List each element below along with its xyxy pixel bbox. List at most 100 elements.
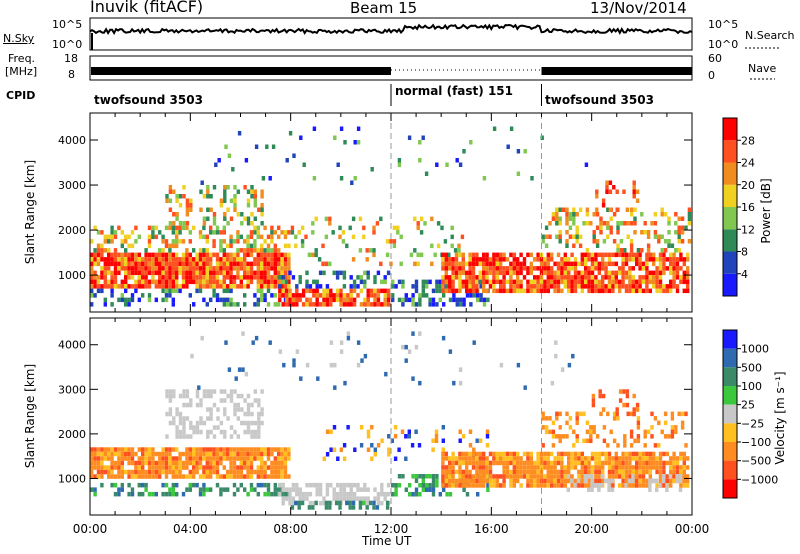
data-cell [401,302,405,307]
data-cell [421,474,425,479]
data-cell [638,478,642,484]
data-cell [556,460,561,466]
data-cell [249,266,254,271]
data-cell [154,460,158,466]
data-cell [543,288,547,294]
data-cell [232,491,237,497]
data-cell [353,176,357,181]
data-cell [546,465,550,470]
data-cell [168,456,172,461]
data-cell [100,456,104,461]
data-cell [226,257,230,262]
data-cell [482,252,486,258]
data-cell [672,252,676,258]
data-cell [198,487,203,492]
data-cell [669,478,673,484]
data-cell [335,275,340,280]
data-cell [226,284,230,289]
data-cell [198,474,203,479]
data-cell [418,331,422,336]
data-cell [628,460,632,466]
data-cell [594,266,598,271]
data-cell [295,491,299,497]
data-cell [677,234,681,239]
data-cell [662,284,666,289]
data-cell [516,478,520,484]
data-cell [602,425,607,430]
data-cell [351,234,356,240]
data-cell [682,460,686,466]
data-cell [151,275,155,280]
data-cell [154,491,158,497]
data-cell [522,469,527,475]
data-cell [280,460,284,466]
data-cell [475,451,479,457]
data-cell [492,275,496,280]
data-cell [219,451,223,457]
data-cell [283,243,288,249]
data-cell [168,389,173,394]
data-cell [682,474,686,479]
data-cell [529,261,533,267]
data-cell [243,398,247,403]
data-cell [601,275,605,280]
data-cell [607,451,612,457]
data-cell [164,447,169,452]
data-cell [342,482,347,488]
data-cell [205,302,209,307]
data-cell [611,288,615,294]
power-colorbar-tick-label: 12 [741,223,755,236]
data-cell [164,474,169,479]
data-cell [154,234,158,240]
data-cell [536,469,540,475]
data-cell [560,456,564,461]
data-cell [590,252,595,258]
data-cell [442,293,446,298]
data-cell [560,275,564,280]
data-cell [376,443,381,448]
data-cell [277,447,281,452]
data-cell [223,429,227,435]
data-cell [548,429,552,435]
data-cell [563,483,567,488]
data-cell [256,234,260,240]
data-cell [461,252,465,258]
data-cell [287,252,291,258]
data-cell [291,297,296,303]
data-cell [428,487,432,492]
data-cell [359,288,364,294]
data-cell [607,279,612,285]
data-cell [584,279,588,285]
data-cell [318,487,323,492]
data-cell [607,469,612,475]
data-cell [648,288,652,294]
data-cell [362,500,366,506]
data-cell [376,297,381,303]
data-cell [260,456,264,461]
data-cell [611,465,615,470]
data-cell [612,185,616,190]
data-cell [536,279,540,285]
data-cell [425,474,429,479]
data-cell [648,478,652,483]
data-cell [325,487,330,492]
data-cell [185,203,190,208]
data-cell [623,443,627,448]
data-cell [472,293,476,298]
data-cell [151,230,155,235]
data-cell [550,252,554,258]
data-cell [236,393,240,399]
data-cell [368,500,373,506]
data-cell [124,284,128,289]
data-cell [329,447,333,452]
data-cell [435,162,439,167]
data-cell [188,270,192,276]
data-cell [601,465,605,470]
data-cell [665,487,669,492]
data-cell [158,465,162,470]
data-cell [209,474,213,479]
data-cell [587,270,591,276]
data-cell [478,261,482,267]
data-cell [278,349,283,354]
data-cell [236,189,240,194]
